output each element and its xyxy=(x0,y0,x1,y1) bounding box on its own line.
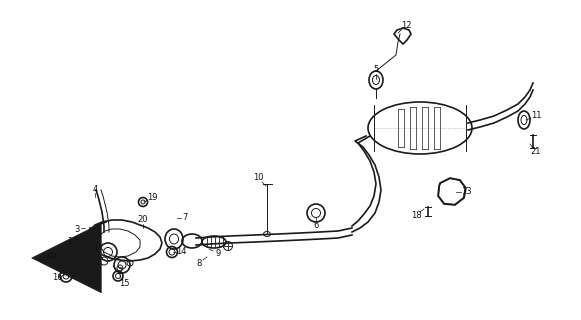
Text: 6: 6 xyxy=(313,220,319,229)
Text: 15: 15 xyxy=(119,279,129,289)
Text: 2: 2 xyxy=(117,268,123,276)
Text: 10: 10 xyxy=(253,173,263,182)
Text: 12: 12 xyxy=(401,20,411,29)
Text: 13: 13 xyxy=(461,188,471,196)
Text: 16: 16 xyxy=(52,274,62,283)
Text: FR.: FR. xyxy=(47,253,61,262)
Text: 20: 20 xyxy=(138,215,148,225)
Text: 11: 11 xyxy=(531,111,541,121)
Text: 8: 8 xyxy=(196,259,202,268)
Text: 18: 18 xyxy=(411,211,421,220)
Text: 21: 21 xyxy=(531,148,541,156)
Text: 1: 1 xyxy=(94,244,99,253)
Text: 3: 3 xyxy=(74,225,80,234)
Text: 9: 9 xyxy=(216,249,221,258)
Text: 17: 17 xyxy=(67,237,77,246)
Text: 7: 7 xyxy=(182,213,188,222)
Text: 14: 14 xyxy=(175,247,187,257)
Text: 5: 5 xyxy=(374,66,379,75)
Text: 19: 19 xyxy=(147,194,157,203)
Text: 4: 4 xyxy=(92,185,98,194)
